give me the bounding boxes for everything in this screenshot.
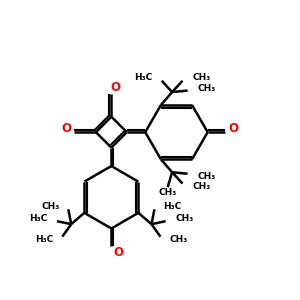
- Text: CH₃: CH₃: [159, 188, 177, 197]
- Text: O: O: [61, 122, 71, 135]
- Text: CH₃: CH₃: [176, 214, 194, 223]
- Text: CH₃: CH₃: [42, 202, 60, 211]
- Text: CH₃: CH₃: [197, 84, 216, 93]
- Text: H₃C: H₃C: [135, 73, 153, 82]
- Text: CH₃: CH₃: [192, 182, 210, 191]
- Text: CH₃: CH₃: [197, 172, 216, 181]
- Text: CH₃: CH₃: [169, 235, 188, 244]
- Text: H₃C: H₃C: [29, 214, 47, 223]
- Text: H₃C: H₃C: [35, 235, 53, 244]
- Text: O: O: [228, 122, 238, 135]
- Text: CH₃: CH₃: [192, 73, 210, 82]
- Text: O: O: [113, 246, 123, 259]
- Text: H₃C: H₃C: [163, 202, 181, 211]
- Text: O: O: [110, 81, 120, 94]
